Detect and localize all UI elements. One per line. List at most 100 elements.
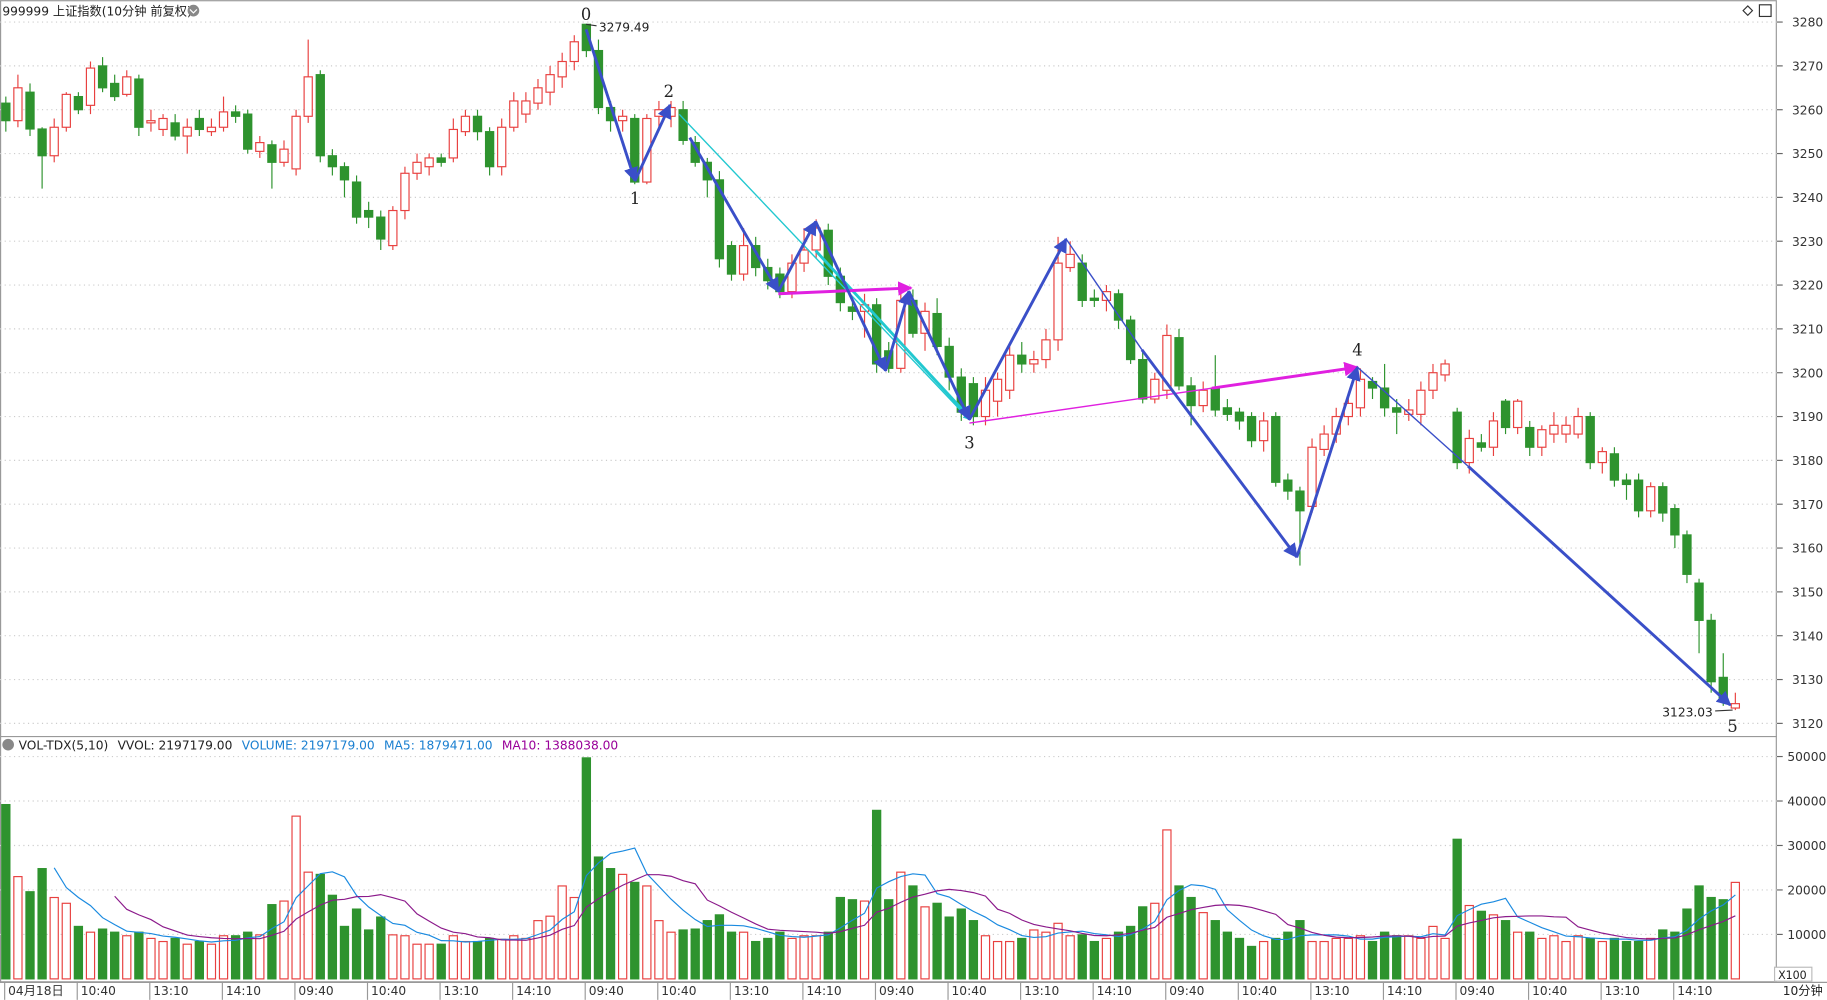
candle [533, 79, 543, 110]
candle [243, 109, 253, 154]
x-tick-label: 14:10 [1097, 984, 1132, 998]
candle [726, 241, 737, 281]
candle [1162, 324, 1172, 400]
volume-bar [1077, 934, 1087, 980]
candle-body [1609, 453, 1620, 481]
candle [1005, 346, 1015, 400]
candle-body [1500, 400, 1511, 429]
volume-bar [1029, 929, 1039, 980]
y-tick-label: 3120 [1792, 717, 1823, 731]
candle-body [158, 117, 168, 131]
volume-bar [702, 920, 712, 980]
volume-bar [1246, 945, 1257, 980]
candle [1500, 399, 1511, 435]
wave-line [633, 103, 672, 182]
volume-bar [920, 906, 930, 980]
volume-bar [630, 881, 640, 980]
panel-icon[interactable] [1758, 4, 1772, 18]
candle-body [1210, 387, 1220, 411]
candle-body [315, 74, 325, 157]
candle-body [617, 115, 628, 122]
candle-body [1065, 253, 1075, 269]
candle [1392, 399, 1402, 435]
volume-bar [1694, 885, 1704, 980]
volume-bar [847, 899, 858, 980]
x-tick-label: 13:10 [1024, 984, 1059, 998]
candle-body [702, 161, 712, 181]
candle-body [1404, 409, 1414, 415]
candle [230, 105, 241, 123]
candle [1379, 363, 1390, 417]
volume-bar [1053, 922, 1063, 980]
candle [1549, 412, 1559, 443]
candle-body [1319, 433, 1329, 451]
candle-body [1561, 424, 1571, 435]
candle [1670, 504, 1680, 549]
candle-body [1416, 389, 1426, 415]
volume-bar [1718, 899, 1728, 980]
volume-bar [424, 943, 434, 980]
candle [545, 65, 555, 106]
candle [1198, 381, 1208, 413]
diamond-icon[interactable] [1742, 5, 1754, 17]
volume-bar [726, 931, 737, 980]
x-tick-label: 14:10 [1387, 984, 1422, 998]
wave-line [1140, 348, 1299, 559]
volume-bar [654, 920, 664, 980]
volume-bar [1404, 935, 1414, 980]
candle-body [230, 111, 241, 117]
wave-label: 3 [964, 434, 974, 453]
wave-line [688, 136, 780, 293]
title-menu-icon[interactable] [187, 4, 200, 17]
wave-line [907, 290, 971, 421]
volume-bar [339, 925, 350, 980]
candle [460, 109, 471, 137]
indicator-name: VOL-TDX(5,10) [19, 738, 109, 752]
volume-bar [1416, 937, 1426, 980]
cyan-line [678, 113, 970, 421]
candle [37, 127, 47, 189]
candle-body [509, 100, 519, 128]
y-tick-label: 3180 [1792, 454, 1823, 468]
volume-bar [376, 916, 386, 980]
candle-body [1730, 703, 1741, 709]
candle [315, 70, 325, 163]
candle-body [1125, 319, 1136, 361]
candle-body [182, 126, 192, 137]
candle [1029, 350, 1039, 373]
x-tick-label: 13:10 [1605, 984, 1640, 998]
volume-bar [1730, 881, 1741, 980]
wave-line [777, 220, 817, 293]
volume-bar [1343, 937, 1353, 980]
candle-body [1041, 339, 1051, 361]
candle [1150, 372, 1160, 404]
volume-bar [1041, 931, 1051, 980]
volume-bar [182, 943, 192, 980]
volume-bar [1573, 935, 1583, 980]
volume-bar [823, 931, 833, 980]
candle [738, 228, 749, 281]
volume-bar [509, 935, 519, 980]
y-tick-label: 30000 [1787, 839, 1826, 853]
volume-bar [497, 938, 507, 980]
volume-bar [122, 935, 132, 980]
candle-body [388, 209, 398, 247]
indicator-menu-icon[interactable] [2, 738, 14, 751]
candle [1174, 328, 1184, 391]
volume-bar [738, 931, 749, 980]
candle-body [1162, 334, 1172, 391]
wave-line [814, 220, 887, 372]
candle [448, 118, 458, 163]
volume-bar [194, 940, 204, 980]
x-tick-label: 14:10 [516, 984, 551, 998]
candle-body [968, 383, 979, 418]
candle [1609, 447, 1620, 487]
volume-bar [364, 929, 374, 980]
volume-bar [1258, 940, 1269, 980]
volume-bar [569, 896, 579, 980]
candle-body [1017, 354, 1027, 365]
candle-body [1670, 508, 1680, 536]
volume-bar [678, 929, 688, 980]
candle [1597, 447, 1607, 474]
